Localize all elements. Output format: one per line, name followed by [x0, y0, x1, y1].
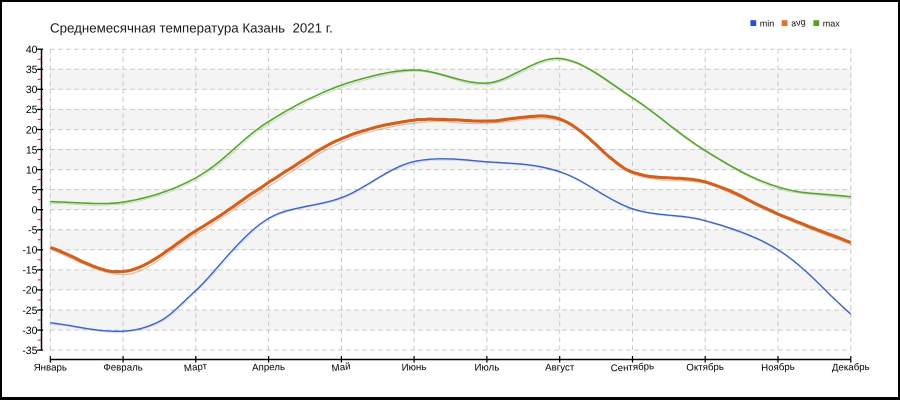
- svg-text:-5: -5: [28, 225, 37, 237]
- svg-text:avg: avg: [790, 17, 806, 29]
- svg-text:Ноябрь: Ноябрь: [761, 362, 795, 374]
- svg-text:35: 35: [26, 64, 38, 76]
- svg-text:5: 5: [32, 184, 38, 196]
- svg-text:0: 0: [32, 205, 38, 217]
- svg-text:15: 15: [26, 144, 38, 156]
- svg-text:10: 10: [26, 164, 38, 176]
- svg-text:40: 40: [26, 44, 38, 56]
- svg-text:-10: -10: [22, 245, 37, 257]
- svg-text:Март: Март: [183, 361, 208, 374]
- svg-text:Декабрь: Декабрь: [832, 362, 870, 374]
- svg-text:Январь: Январь: [34, 362, 67, 373]
- svg-text:-30: -30: [22, 325, 37, 337]
- svg-text:30: 30: [26, 84, 38, 96]
- svg-text:-20: -20: [22, 285, 37, 297]
- svg-text:Среднемесячная температура Каз: Среднемесячная температура Казань 2021 г…: [50, 21, 333, 36]
- svg-text:Июль: Июль: [475, 362, 500, 373]
- svg-text:20: 20: [26, 124, 38, 136]
- svg-text:Август: Август: [545, 362, 575, 373]
- svg-text:-15: -15: [22, 265, 37, 277]
- svg-text:Сентябрь: Сентябрь: [610, 361, 654, 374]
- svg-text:-35: -35: [22, 345, 37, 357]
- svg-text:Май: Май: [331, 361, 351, 374]
- svg-text:Июнь: Июнь: [402, 362, 427, 374]
- svg-text:Октябрь: Октябрь: [686, 362, 724, 374]
- svg-text:-25: -25: [22, 305, 37, 317]
- svg-text:Февраль: Февраль: [103, 362, 142, 373]
- svg-text:Апрель: Апрель: [252, 362, 285, 374]
- svg-text:min: min: [760, 19, 775, 29]
- svg-text:25: 25: [26, 104, 38, 116]
- svg-text:max: max: [823, 19, 841, 29]
